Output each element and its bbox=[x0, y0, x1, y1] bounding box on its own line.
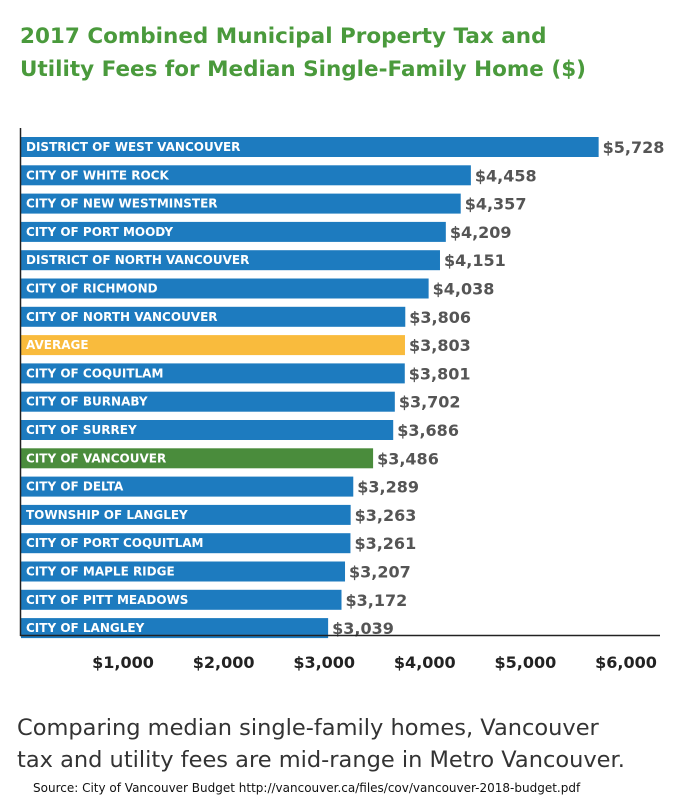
bar-city-of-delta bbox=[21, 476, 354, 497]
bar-value-label: $3,806 bbox=[409, 308, 471, 327]
bar-category-label: DISTRICT OF NORTH VANCOUVER bbox=[26, 253, 249, 267]
bar-city-of-langley bbox=[21, 618, 329, 639]
bar-value-label: $3,289 bbox=[357, 478, 419, 497]
bar-city-of-port-moody bbox=[21, 221, 446, 242]
chart-title-line-1: 2017 Combined Municipal Property Tax and bbox=[20, 24, 547, 49]
bar-city-of-burnaby bbox=[21, 391, 395, 412]
bar-value-label: $3,039 bbox=[332, 619, 394, 638]
caption-line-2: tax and utility fees are mid-range in Me… bbox=[17, 747, 625, 773]
bar-city-of-maple-ridge bbox=[21, 561, 346, 582]
bar-category-label: CITY OF BURNABY bbox=[26, 395, 148, 409]
bar-city-of-north-vancouver bbox=[21, 306, 406, 327]
bar-category-label: CITY OF NEW WESTMINSTER bbox=[26, 197, 218, 211]
bar-category-label: CITY OF NORTH VANCOUVER bbox=[26, 310, 218, 324]
bar-category-label: AVERAGE bbox=[26, 338, 89, 352]
bar-city-of-white-rock bbox=[21, 165, 471, 186]
bar-value-label: $3,702 bbox=[399, 393, 461, 412]
x-tick-label: $2,000 bbox=[193, 653, 255, 672]
bar-value-label: $3,263 bbox=[355, 506, 417, 525]
bar-value-label: $4,458 bbox=[475, 166, 537, 185]
caption-line-1: Comparing median single-family homes, Va… bbox=[17, 715, 599, 741]
bar-category-label: CITY OF SURREY bbox=[26, 423, 137, 437]
bar-value-label: $5,728 bbox=[603, 138, 665, 157]
bar-category-label: CITY OF RICHMOND bbox=[26, 282, 158, 296]
bar-value-label: $3,803 bbox=[409, 336, 471, 355]
bar-value-label: $4,151 bbox=[444, 251, 506, 270]
bar-category-label: CITY OF PORT COQUITLAM bbox=[26, 536, 203, 550]
bar-category-label: CITY OF DELTA bbox=[26, 480, 124, 494]
bar-chart: DISTRICT OF WEST VANCOUVER $5,728 CITY OF … bbox=[19, 128, 665, 672]
x-tick-label: $4,000 bbox=[394, 653, 456, 672]
bar-district-of-north-vancouver bbox=[21, 250, 440, 271]
chart-title: 2017 Combined Municipal Property Tax and… bbox=[20, 20, 660, 86]
bar-category-label: CITY OF WHITE ROCK bbox=[26, 168, 169, 182]
bar-value-label: $3,686 bbox=[397, 421, 459, 440]
bar-value-label: $3,207 bbox=[349, 563, 411, 582]
bar-city-of-surrey bbox=[21, 420, 394, 440]
bar-value-label: $3,486 bbox=[377, 449, 439, 468]
chart-caption: Comparing median single-family homes, Va… bbox=[17, 712, 667, 776]
bar-average bbox=[21, 335, 405, 356]
bar-city-of-vancouver bbox=[21, 448, 374, 469]
bar-value-label: $3,261 bbox=[354, 534, 416, 553]
bar-city-of-pitt-meadows bbox=[21, 589, 342, 610]
x-tick-label: $1,000 bbox=[92, 653, 154, 672]
x-tick-label: $3,000 bbox=[293, 653, 355, 672]
bar-category-label: DISTRICT OF WEST VANCOUVER bbox=[26, 140, 240, 154]
bar-district-of-west-vancouver bbox=[21, 137, 599, 157]
x-tick-label: $5,000 bbox=[495, 653, 557, 672]
bar-city-of-richmond bbox=[21, 278, 429, 299]
bar-category-label: CITY OF VANCOUVER bbox=[26, 451, 166, 465]
bar-category-label: CITY OF MAPLE RIDGE bbox=[26, 565, 175, 579]
bar-value-label: $4,209 bbox=[450, 223, 512, 242]
bar-city-of-port-coquitlam bbox=[21, 533, 351, 554]
bar-category-label: CITY OF PITT MEADOWS bbox=[26, 593, 188, 607]
bar-category-label: TOWNSHIP OF LANGLEY bbox=[26, 508, 188, 522]
bar-city-of-new-westminster bbox=[21, 193, 461, 214]
bar-township-of-langley bbox=[21, 504, 351, 525]
bar-category-label: CITY OF PORT MOODY bbox=[26, 225, 173, 239]
bar-category-label: CITY OF COQUITLAM bbox=[26, 366, 163, 380]
bar-category-label: CITY OF LANGLEY bbox=[26, 621, 145, 635]
bar-city-of-coquitlam bbox=[21, 363, 405, 384]
source-note: Source: City of Vancouver Budget http://… bbox=[33, 781, 581, 795]
chart-title-line-2: Utility Fees for Median Single-Family Ho… bbox=[20, 57, 586, 82]
x-tick-label: $6,000 bbox=[595, 653, 657, 672]
bar-value-label: $4,038 bbox=[433, 280, 495, 299]
bar-value-label: $3,801 bbox=[409, 364, 471, 383]
bar-value-label: $4,357 bbox=[465, 195, 527, 214]
bar-value-label: $3,172 bbox=[346, 591, 408, 610]
